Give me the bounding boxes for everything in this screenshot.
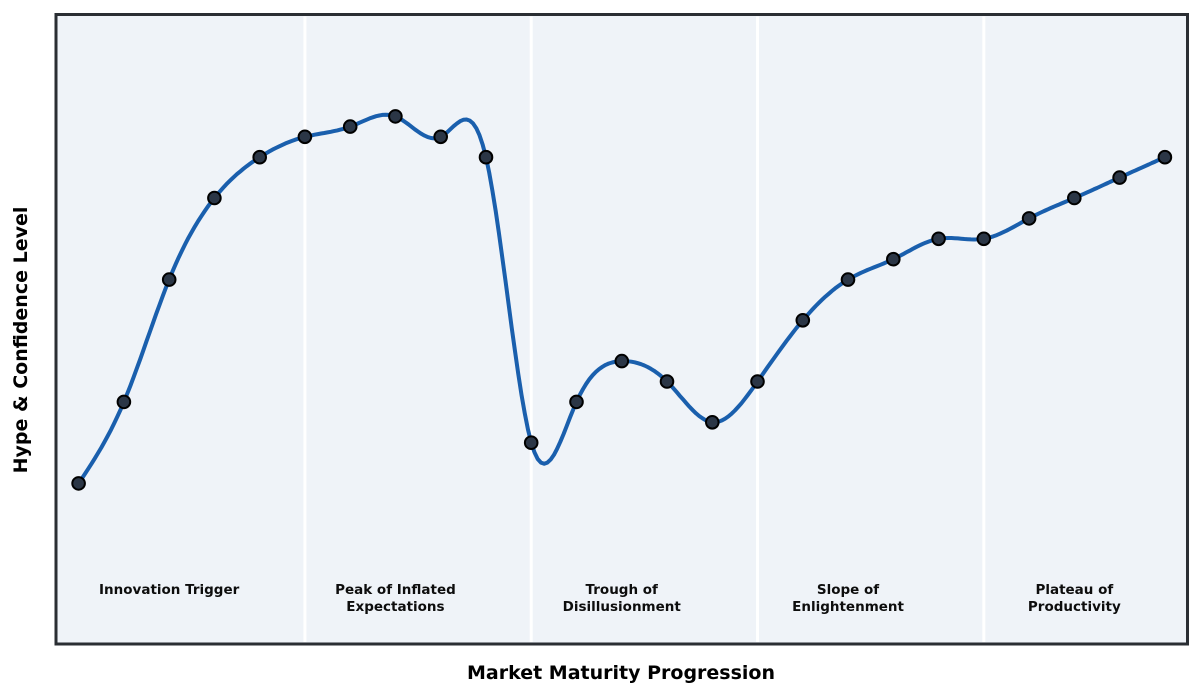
data-point [1021, 211, 1037, 226]
plot-border [54, 13, 1189, 646]
data-point [1067, 190, 1082, 206]
data-point [297, 129, 313, 145]
phase-label-trough-of-disillusionment: Trough of Disillusionment [562, 582, 681, 615]
plot-area [56, 14, 1188, 644]
data-point [795, 313, 811, 328]
data-point [931, 231, 946, 247]
data-point [1112, 170, 1127, 185]
data-point [886, 251, 901, 267]
data-point [840, 272, 856, 287]
data-point [523, 435, 539, 451]
data-point [116, 394, 132, 410]
phase-label-innovation-trigger: Innovation Trigger [99, 582, 240, 598]
data-point [750, 374, 765, 389]
phase-label-peak-of-inflated-expectations: Peak of Inflated Expectations [335, 582, 456, 615]
data-point [614, 353, 630, 369]
phase-label-slope-of-enlightenment: Slope of Enlightenment [792, 582, 904, 615]
data-point [1157, 149, 1173, 165]
data-point [478, 149, 494, 165]
data-point [705, 415, 720, 430]
x-axis-label: Market Maturity Progression [466, 662, 776, 684]
phase-label-plateau-of-productivity: Plateau of Productivity [1027, 582, 1121, 615]
data-point [659, 374, 675, 389]
data-point [388, 109, 403, 124]
data-point [976, 231, 992, 247]
data-point [161, 272, 177, 287]
data-point [71, 476, 86, 491]
data-point [433, 129, 449, 145]
data-point [569, 394, 584, 410]
data-point [342, 119, 358, 134]
data-point [207, 190, 222, 206]
data-point [252, 149, 268, 165]
y-axis-label: Hype & Confidence Level [10, 206, 32, 474]
